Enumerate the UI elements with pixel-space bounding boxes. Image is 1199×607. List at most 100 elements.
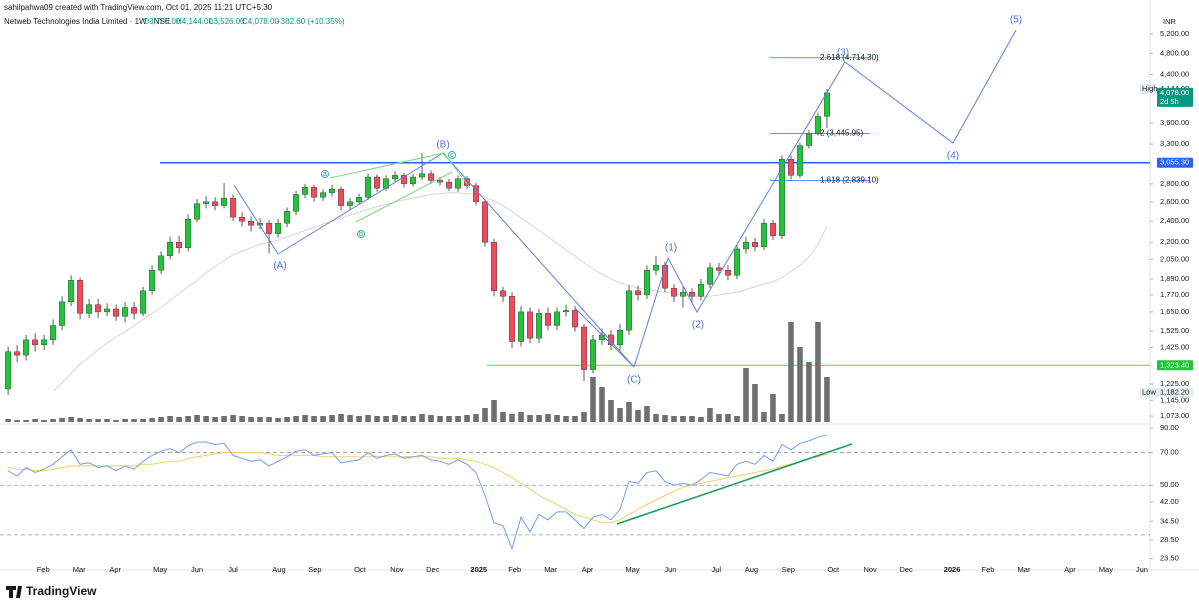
- y-tick-label: 1,073.00: [1160, 411, 1189, 420]
- volume-bar: [671, 416, 677, 422]
- x-tick-label: 2025: [470, 565, 487, 574]
- x-tick-label: Sep: [308, 565, 321, 574]
- y-tick-label: 3,600.00: [1160, 118, 1189, 127]
- x-tick-label: Feb: [982, 565, 995, 574]
- volume-bar: [482, 408, 488, 422]
- candle-body: [482, 201, 489, 243]
- candle-body: [248, 220, 255, 226]
- candle-body: [347, 201, 354, 206]
- volume-bar: [347, 415, 353, 422]
- volume-bar: [131, 419, 137, 422]
- candle-body: [86, 304, 93, 314]
- volume-bar: [527, 415, 533, 422]
- price-tag-label: 3,055.30: [1160, 158, 1189, 167]
- volume-bar: [194, 415, 200, 422]
- candle-body: [419, 173, 426, 178]
- candle-body: [230, 197, 237, 218]
- price-tag-label: 1,182.20: [1160, 388, 1189, 397]
- y-tick-label: 3,300.00: [1160, 139, 1189, 148]
- y-tick-label: 2,050.00: [1160, 254, 1189, 263]
- volume-bar: [770, 394, 776, 422]
- volume-bar: [266, 417, 272, 422]
- candle-body: [329, 188, 336, 193]
- x-tick-label: Jul: [228, 565, 238, 574]
- candle-body: [23, 339, 30, 356]
- volume-bar: [41, 420, 47, 422]
- volume-bar: [680, 416, 686, 422]
- price-tag: [1157, 387, 1193, 398]
- volume-bar: [734, 416, 740, 422]
- candle-body: [203, 201, 210, 204]
- candle-body: [742, 242, 749, 250]
- volume-bar: [788, 322, 794, 422]
- wave-label: (4): [947, 151, 959, 162]
- candle-body: [284, 211, 291, 224]
- volume-bar: [401, 416, 407, 422]
- volume-bar: [653, 414, 659, 422]
- rsi-tick-label: 42.00: [1160, 497, 1179, 506]
- sub-wave-ring: [321, 170, 329, 178]
- currency: INR: [1163, 17, 1177, 26]
- volume-bar: [140, 419, 146, 422]
- plot: 5,200.00 4,800.00 4,400.00 3,600.00 3,300.00…: [0, 15, 1193, 574]
- rsi-tick-label: 50.00: [1160, 480, 1179, 489]
- candle-body: [167, 242, 174, 257]
- candle-body: [446, 181, 453, 189]
- rsi-line: [7, 434, 828, 551]
- candle-body: [131, 307, 138, 314]
- wave-label: (2): [692, 320, 704, 331]
- volume-bar: [518, 412, 524, 422]
- volume-bar: [59, 418, 65, 422]
- volume-bar: [707, 408, 713, 422]
- y-tick-label: 1,225.00: [1160, 379, 1189, 388]
- wave-label: (B): [436, 140, 449, 151]
- candle-body: [392, 175, 399, 179]
- volume-bar: [320, 416, 326, 422]
- rsi-trendline: [616, 443, 853, 525]
- x-tick-label: Jun: [191, 565, 203, 574]
- candle-body: [814, 116, 821, 134]
- candle-body: [554, 311, 560, 326]
- candle-body: [464, 178, 471, 186]
- sub-wave-label: a: [323, 171, 327, 178]
- x-tick-label: Mar: [73, 565, 86, 574]
- volume-bar: [293, 416, 299, 422]
- candle-body: [212, 201, 219, 206]
- channel-line: [329, 152, 471, 189]
- volume-bar: [779, 414, 785, 422]
- volume-bar: [410, 416, 416, 422]
- volume-bar: [644, 406, 650, 422]
- x-tick-label: Jun: [664, 565, 676, 574]
- y-tick-label: 2,800.00: [1160, 179, 1189, 188]
- candle-body: [374, 176, 381, 189]
- volume-bar: [68, 417, 74, 422]
- candle-body: [455, 178, 462, 189]
- wave-label: (C): [627, 375, 641, 386]
- candle-body: [706, 267, 713, 285]
- x-tick-label: Nov: [863, 565, 877, 574]
- volume-bar: [599, 387, 605, 422]
- candle-body: [5, 351, 12, 390]
- candle-body: [50, 325, 57, 341]
- candle-body: [104, 308, 111, 313]
- candle-body: [617, 329, 623, 346]
- candle-body: [158, 255, 165, 271]
- x-tick-label: Jul: [711, 565, 721, 574]
- wave-label: (A): [273, 261, 286, 272]
- volume-bar: [212, 417, 218, 422]
- volume-bar: [383, 416, 389, 422]
- candle-body: [643, 270, 650, 296]
- candle-body: [338, 188, 345, 206]
- price-tag-name-box: [1140, 83, 1157, 94]
- candle-body: [670, 287, 677, 297]
- candle-body: [275, 223, 282, 234]
- candle-body: [293, 194, 300, 212]
- x-tick-label: Apr: [1064, 565, 1076, 574]
- candle-body: [527, 311, 533, 339]
- candle-body: [572, 310, 578, 328]
- candle-body: [176, 242, 183, 249]
- legend-close: C4,078.00: [242, 17, 279, 26]
- x-tick-label: May: [626, 565, 640, 574]
- volume-bar: [77, 418, 83, 422]
